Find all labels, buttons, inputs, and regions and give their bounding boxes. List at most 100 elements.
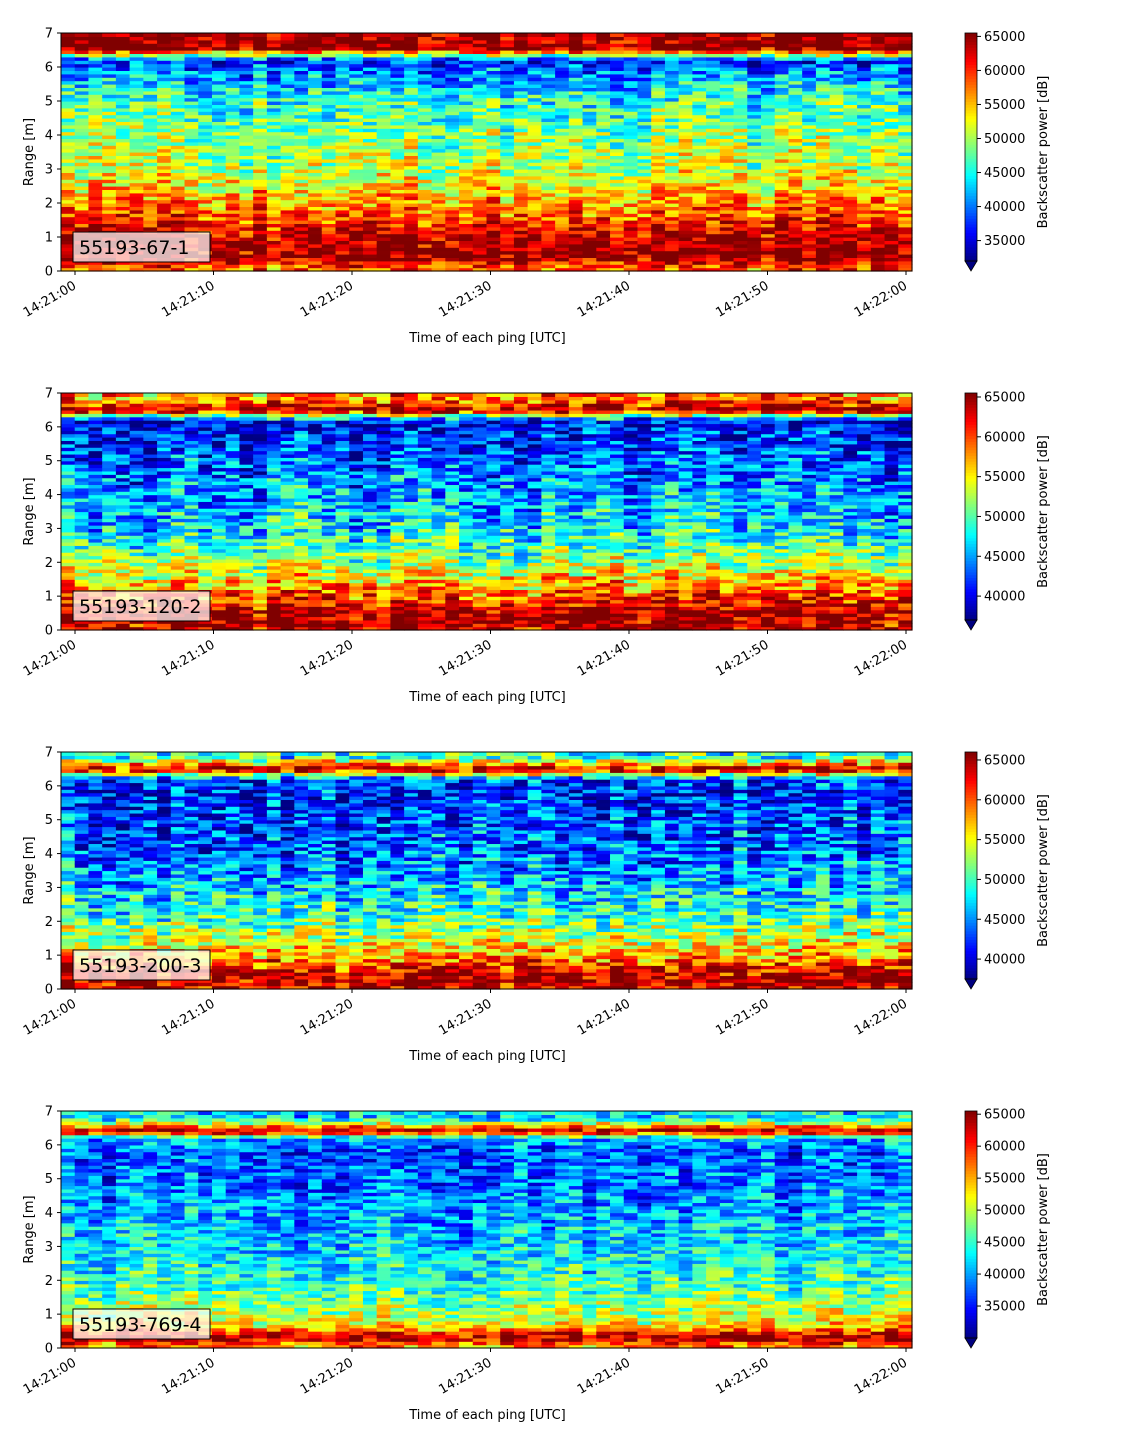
y-tick-label: 3 bbox=[45, 881, 53, 896]
colorbar-tick-label: 65000 bbox=[984, 1108, 1025, 1123]
colorbar-tick-label: 40000 bbox=[984, 200, 1025, 215]
y-axis-label: Range [m] bbox=[22, 1195, 37, 1263]
panel-label: 55193-769-4 bbox=[79, 1314, 202, 1336]
y-tick-label: 0 bbox=[45, 1342, 53, 1357]
colorbar-frame bbox=[964, 751, 978, 980]
y-tick-label: 6 bbox=[45, 1138, 53, 1153]
x-tick-label: 14:21:50 bbox=[713, 1355, 771, 1397]
colorbar-tick-label: 65000 bbox=[984, 390, 1025, 405]
x-tick-label: 14:21:30 bbox=[436, 996, 494, 1038]
colorbar-tick-label: 55000 bbox=[984, 1172, 1025, 1187]
colorbar-extend-arrow bbox=[964, 1337, 978, 1349]
x-tick-label: 14:21:20 bbox=[298, 637, 356, 679]
x-tick-label: 14:22:00 bbox=[852, 637, 910, 679]
colorbar-extend-arrow bbox=[964, 619, 978, 631]
x-tick-label: 14:21:40 bbox=[575, 996, 633, 1038]
x-tick-label: 14:21:50 bbox=[713, 637, 771, 679]
y-tick-label: 2 bbox=[45, 915, 53, 930]
x-tick-label: 14:21:10 bbox=[159, 637, 217, 679]
x-tick-label: 14:21:10 bbox=[159, 996, 217, 1038]
x-tick-label: 14:21:50 bbox=[713, 278, 771, 320]
colorbar-tick-label: 50000 bbox=[984, 873, 1025, 888]
y-tick-label: 7 bbox=[45, 27, 53, 42]
colorbar-tick-label: 40000 bbox=[984, 953, 1025, 968]
x-tick-label: 14:21:00 bbox=[21, 1355, 79, 1397]
x-tick-label: 14:21:20 bbox=[298, 1355, 356, 1397]
colorbar-label: Backscatter power [dB] bbox=[1036, 76, 1051, 229]
colorbar-frame bbox=[964, 32, 978, 262]
panel-label-box bbox=[72, 231, 211, 263]
heatmap-image bbox=[61, 1111, 913, 1349]
panel-label-box bbox=[72, 1308, 211, 1340]
x-tick-label: 14:21:00 bbox=[21, 278, 79, 320]
y-tick-label: 1 bbox=[45, 949, 53, 964]
colorbar-extend-arrow bbox=[964, 978, 978, 990]
heatmap-image bbox=[61, 393, 913, 631]
panel-label: 55193-120-2 bbox=[79, 596, 202, 618]
y-tick-label: 2 bbox=[45, 556, 53, 571]
y-tick-label: 5 bbox=[45, 95, 53, 110]
y-axis-label: Range [m] bbox=[22, 118, 37, 186]
x-tick-label: 14:22:00 bbox=[852, 1355, 910, 1397]
x-tick-label: 14:21:30 bbox=[436, 1355, 494, 1397]
colorbar-label: Backscatter power [dB] bbox=[1036, 1153, 1051, 1306]
y-axis-label: Range [m] bbox=[22, 836, 37, 904]
y-tick-label: 4 bbox=[45, 847, 53, 862]
x-tick-label: 14:21:40 bbox=[575, 1355, 633, 1397]
colorbar-tick-label: 45000 bbox=[984, 913, 1025, 928]
y-tick-label: 2 bbox=[45, 1274, 53, 1289]
x-tick-label: 14:21:50 bbox=[713, 996, 771, 1038]
y-tick-label: 7 bbox=[45, 387, 53, 402]
x-tick-label: 14:21:40 bbox=[575, 278, 633, 320]
y-tick-label: 2 bbox=[45, 197, 53, 212]
colorbar-tick-label: 50000 bbox=[984, 510, 1025, 525]
panel-label-box bbox=[72, 590, 211, 622]
y-tick-label: 0 bbox=[45, 624, 53, 639]
colorbar: 40000 45000 50000 55000 60000 65000 Backscatte… bbox=[964, 390, 1051, 631]
y-tick-label: 5 bbox=[45, 813, 53, 828]
x-tick-label: 14:21:30 bbox=[436, 637, 494, 679]
y-tick-label: 0 bbox=[45, 265, 53, 280]
y-tick-label: 1 bbox=[45, 231, 53, 246]
colorbar: 35000 40000 45000 50000 55000 60000 65000 Backs… bbox=[964, 30, 1051, 272]
panel-label: 55193-67-1 bbox=[79, 237, 189, 259]
axes-frame bbox=[60, 1110, 913, 1349]
y-tick-label: 0 bbox=[45, 983, 53, 998]
colorbar-tick-label: 65000 bbox=[984, 753, 1025, 768]
y-tick-label: 6 bbox=[45, 61, 53, 76]
y-tick-label: 4 bbox=[45, 1206, 53, 1221]
y-tick-label: 3 bbox=[45, 522, 53, 537]
x-tick-label: 14:22:00 bbox=[852, 996, 910, 1038]
colorbar: 40000 45000 50000 55000 60000 65000 Backscatte… bbox=[964, 751, 1051, 990]
y-tick-label: 1 bbox=[45, 1308, 53, 1323]
colorbar-tick-label: 60000 bbox=[984, 793, 1025, 808]
y-tick-label: 5 bbox=[45, 454, 53, 469]
colorbar-extend-arrow bbox=[964, 260, 978, 272]
colorbar-tick-label: 45000 bbox=[984, 550, 1025, 565]
chart-panel-2: 0 1 2 3 4 5 6 7 14:21:00 14:21:10 14:21:20 14:21:30… bbox=[21, 387, 1051, 706]
y-tick-label: 4 bbox=[45, 488, 53, 503]
axes-frame bbox=[60, 751, 913, 990]
colorbar-tick-label: 55000 bbox=[984, 833, 1025, 848]
chart-panel-3: 0 1 2 3 4 5 6 7 14:21:00 14:21:10 14:21:20 14:21:30… bbox=[21, 746, 1051, 1065]
x-axis-label: Time of each ping [UTC] bbox=[408, 690, 566, 705]
y-tick-label: 1 bbox=[45, 590, 53, 605]
colorbar-tick-label: 40000 bbox=[984, 1268, 1025, 1283]
axes-frame bbox=[60, 32, 913, 272]
colorbar-tick-label: 35000 bbox=[984, 1300, 1025, 1315]
colorbar-label: Backscatter power [dB] bbox=[1036, 435, 1051, 588]
colorbar-label: Backscatter power [dB] bbox=[1036, 794, 1051, 947]
colorbar-tick-label: 60000 bbox=[984, 430, 1025, 445]
colorbar-tick-label: 55000 bbox=[984, 98, 1025, 113]
colorbar-tick-label: 35000 bbox=[984, 234, 1025, 249]
chart-panel-1: 0 1 2 3 4 5 6 7 14:21:00 14:21:10 14:21:20 14:21:30… bbox=[21, 27, 1051, 347]
panel-label-box bbox=[72, 949, 211, 981]
colorbar-tick-label: 60000 bbox=[984, 64, 1025, 79]
x-tick-label: 14:21:00 bbox=[21, 637, 79, 679]
y-tick-label: 7 bbox=[45, 746, 53, 761]
x-tick-label: 14:21:30 bbox=[436, 278, 494, 320]
x-tick-label: 14:21:40 bbox=[575, 637, 633, 679]
colorbar-frame bbox=[964, 392, 978, 621]
y-tick-label: 3 bbox=[45, 163, 53, 178]
